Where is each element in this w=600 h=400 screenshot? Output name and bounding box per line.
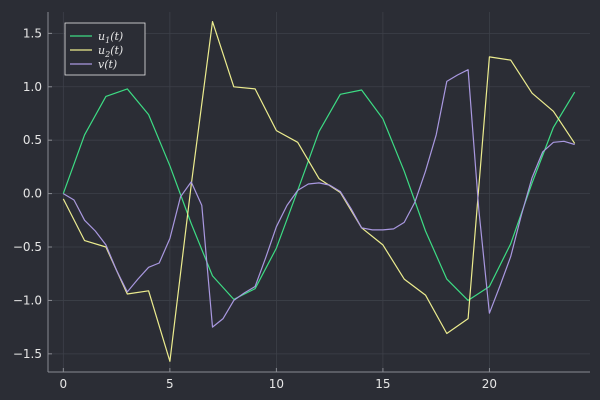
x-tick-label: 15: [375, 377, 390, 391]
series-line-u2t: [62, 21, 576, 362]
y-tick-label: −0.5: [13, 240, 42, 254]
y-tick-label: −1.5: [13, 347, 42, 361]
series-lines: [62, 21, 576, 362]
x-tick-label: 5: [166, 377, 174, 391]
series-line-u1t: [62, 88, 576, 301]
x-axis-ticks: 0 5 10 15 20: [60, 368, 497, 391]
y-tick-label: 1.5: [23, 26, 42, 40]
grid-lines: [48, 12, 590, 372]
legend: u1(t)u2(t)v(t): [64, 22, 146, 76]
y-tick-label: 1.0: [23, 80, 42, 94]
legend-label: u2(t): [98, 44, 123, 59]
x-tick-label: 10: [269, 377, 284, 391]
x-tick-label: 20: [482, 377, 497, 391]
legend-label: v(t): [98, 58, 117, 71]
y-tick-label: 0.5: [23, 133, 42, 147]
y-tick-label: −1.0: [13, 293, 42, 307]
legend-box: [64, 22, 146, 76]
y-tick-label: 0.0: [23, 187, 42, 201]
x-tick-label: 0: [60, 377, 68, 391]
legend-label: u1(t): [98, 30, 123, 45]
y-axis-ticks: −1.5 −1.0 −0.5 0.0 0.5 1.0 1.5: [13, 26, 52, 361]
series-line-vt: [62, 69, 575, 328]
axes: [47, 12, 590, 373]
